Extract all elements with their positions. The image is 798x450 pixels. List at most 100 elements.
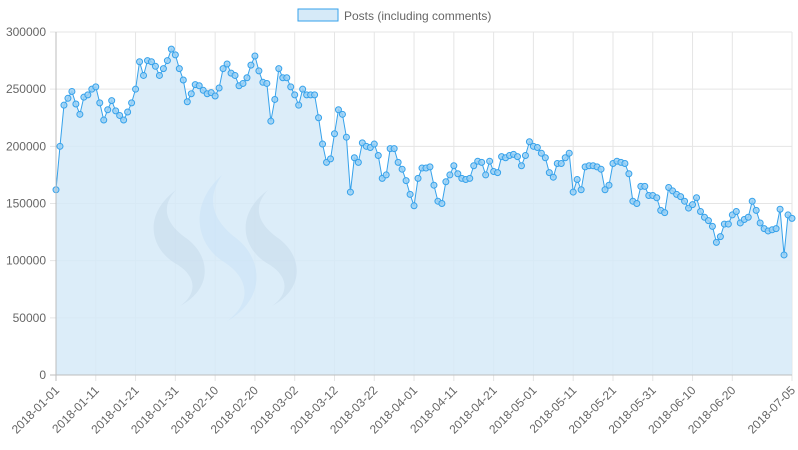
- data-point[interactable]: [470, 162, 478, 170]
- data-point[interactable]: [382, 171, 390, 179]
- data-point[interactable]: [704, 217, 712, 225]
- data-point[interactable]: [772, 225, 780, 233]
- data-point[interactable]: [124, 108, 132, 116]
- data-point[interactable]: [597, 165, 605, 173]
- data-point[interactable]: [120, 116, 128, 124]
- data-point[interactable]: [151, 62, 159, 70]
- data-point[interactable]: [76, 110, 84, 118]
- data-point[interactable]: [621, 159, 629, 167]
- data-point[interactable]: [315, 114, 323, 122]
- data-point[interactable]: [271, 95, 279, 103]
- data-point[interactable]: [68, 87, 76, 95]
- legend[interactable]: Posts (including comments): [297, 8, 491, 23]
- data-point[interactable]: [263, 79, 271, 87]
- data-point[interactable]: [179, 76, 187, 84]
- data-point[interactable]: [116, 111, 124, 119]
- data-point[interactable]: [641, 182, 649, 190]
- data-point[interactable]: [155, 71, 163, 79]
- data-point[interactable]: [84, 91, 92, 99]
- data-point[interactable]: [295, 101, 303, 109]
- data-point[interactable]: [100, 116, 108, 124]
- data-point[interactable]: [442, 178, 450, 186]
- data-point[interactable]: [159, 65, 167, 73]
- data-point[interactable]: [231, 71, 239, 79]
- data-point[interactable]: [537, 149, 545, 157]
- data-point[interactable]: [732, 208, 740, 215]
- data-point[interactable]: [426, 163, 434, 171]
- data-point[interactable]: [577, 186, 585, 194]
- data-point[interactable]: [346, 188, 354, 196]
- data-point[interactable]: [677, 193, 685, 201]
- data-point[interactable]: [693, 194, 701, 202]
- data-point[interactable]: [756, 219, 764, 227]
- data-point[interactable]: [112, 107, 120, 115]
- data-point[interactable]: [780, 251, 788, 259]
- data-point[interactable]: [569, 188, 577, 196]
- data-point[interactable]: [406, 190, 414, 198]
- data-point[interactable]: [267, 117, 275, 125]
- data-point[interactable]: [330, 130, 338, 138]
- data-point[interactable]: [374, 151, 382, 159]
- data-point[interactable]: [549, 173, 557, 181]
- data-point[interactable]: [195, 82, 203, 90]
- data-point[interactable]: [187, 90, 195, 98]
- data-point[interactable]: [605, 181, 613, 189]
- data-point[interactable]: [525, 138, 533, 146]
- data-point[interactable]: [136, 58, 144, 66]
- data-point[interactable]: [319, 140, 327, 148]
- data-point[interactable]: [708, 222, 716, 230]
- data-point[interactable]: [744, 213, 752, 221]
- data-point[interactable]: [370, 140, 378, 148]
- data-point[interactable]: [64, 94, 72, 102]
- data-point[interactable]: [72, 100, 80, 108]
- data-point[interactable]: [454, 170, 462, 178]
- data-point[interactable]: [561, 154, 569, 162]
- data-point[interactable]: [776, 205, 784, 213]
- data-point[interactable]: [788, 214, 796, 222]
- data-point[interactable]: [689, 201, 697, 209]
- data-point[interactable]: [342, 133, 350, 141]
- data-point[interactable]: [56, 142, 64, 150]
- data-point[interactable]: [255, 67, 263, 75]
- data-point[interactable]: [327, 155, 335, 163]
- data-point[interactable]: [446, 171, 454, 179]
- data-point[interactable]: [338, 110, 346, 118]
- data-point[interactable]: [394, 158, 402, 166]
- data-point[interactable]: [565, 149, 573, 157]
- data-point[interactable]: [697, 208, 704, 215]
- data-point[interactable]: [108, 97, 116, 105]
- data-point[interactable]: [171, 51, 179, 59]
- data-point[interactable]: [482, 171, 490, 179]
- data-point[interactable]: [486, 157, 494, 165]
- data-point[interactable]: [283, 74, 291, 82]
- data-point[interactable]: [354, 158, 362, 166]
- data-point[interactable]: [402, 177, 410, 185]
- data-point[interactable]: [414, 174, 422, 182]
- data-point[interactable]: [287, 83, 295, 91]
- data-point[interactable]: [390, 145, 398, 153]
- data-point[interactable]: [128, 99, 136, 107]
- data-point[interactable]: [239, 79, 247, 87]
- data-point[interactable]: [752, 206, 760, 214]
- data-point[interactable]: [573, 175, 581, 183]
- data-point[interactable]: [311, 91, 319, 99]
- data-point[interactable]: [545, 169, 553, 177]
- data-point[interactable]: [92, 83, 100, 91]
- data-point[interactable]: [223, 60, 231, 68]
- data-point[interactable]: [140, 71, 148, 79]
- data-point[interactable]: [478, 158, 486, 166]
- data-point[interactable]: [681, 197, 689, 205]
- data-point[interactable]: [716, 233, 724, 241]
- data-point[interactable]: [557, 159, 565, 167]
- data-point[interactable]: [661, 209, 669, 217]
- data-point[interactable]: [291, 91, 299, 99]
- data-point[interactable]: [533, 143, 541, 151]
- data-point[interactable]: [299, 85, 307, 93]
- data-point[interactable]: [653, 194, 661, 202]
- data-point[interactable]: [410, 202, 418, 210]
- data-point[interactable]: [450, 162, 458, 170]
- data-point[interactable]: [215, 84, 223, 92]
- data-point[interactable]: [513, 153, 521, 161]
- data-point[interactable]: [350, 154, 358, 162]
- data-point[interactable]: [633, 200, 641, 207]
